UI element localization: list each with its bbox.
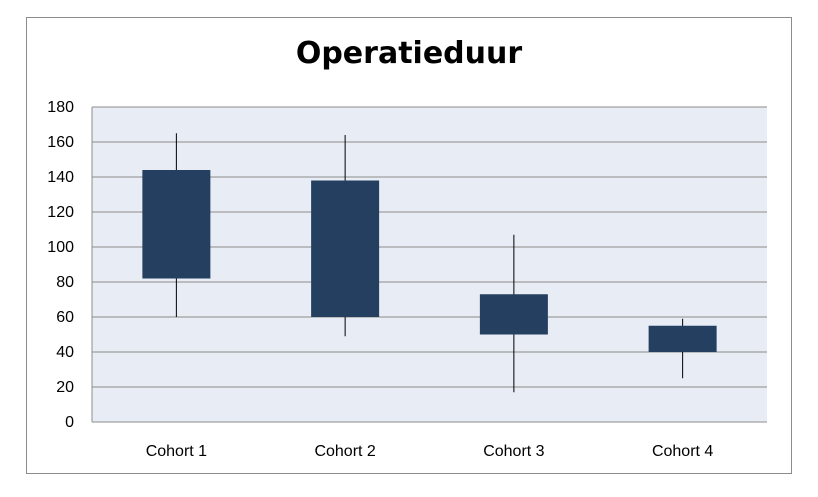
box — [142, 170, 211, 279]
y-tick-label: 40 — [56, 344, 74, 361]
y-tick-label: 0 — [65, 414, 74, 431]
x-tick-label: Cohort 2 — [314, 443, 375, 460]
x-tick-label: Cohort 1 — [146, 443, 207, 460]
y-tick-label: 60 — [56, 309, 74, 326]
x-tick-label: Cohort 3 — [483, 443, 544, 460]
chart-title: Operatieduur — [295, 36, 523, 71]
y-tick-label: 80 — [56, 274, 74, 291]
y-tick-label: 160 — [47, 134, 74, 151]
y-tick-label: 140 — [47, 169, 74, 186]
x-tick-label: Cohort 4 — [652, 443, 713, 460]
y-tick-label: 20 — [56, 379, 74, 396]
y-tick-label: 120 — [47, 204, 74, 221]
y-tick-label: 180 — [47, 99, 74, 116]
box — [311, 180, 380, 317]
box — [479, 294, 548, 335]
box — [648, 325, 717, 352]
y-tick-label: 100 — [47, 239, 74, 256]
